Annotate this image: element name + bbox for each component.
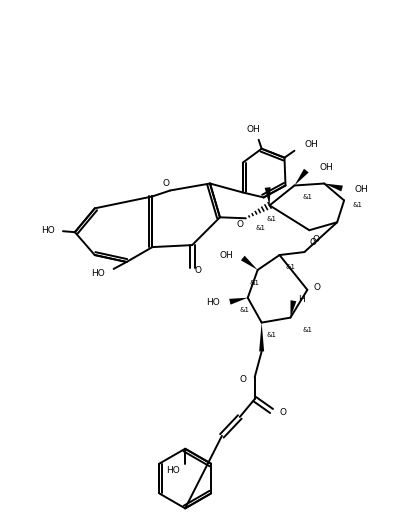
Text: &1: &1 xyxy=(285,264,295,270)
Text: O: O xyxy=(240,374,247,384)
Text: O: O xyxy=(279,408,287,417)
Polygon shape xyxy=(229,298,248,304)
Text: &1: &1 xyxy=(266,332,277,337)
Polygon shape xyxy=(324,184,343,191)
Text: &1: &1 xyxy=(303,195,313,200)
Text: OH: OH xyxy=(354,185,368,194)
Text: HO: HO xyxy=(41,226,55,235)
Text: OH: OH xyxy=(247,125,261,134)
Text: &1: &1 xyxy=(352,202,362,208)
Text: OH: OH xyxy=(304,140,318,149)
Polygon shape xyxy=(241,256,258,270)
Text: H: H xyxy=(298,295,305,304)
Text: O: O xyxy=(194,266,201,276)
Text: O: O xyxy=(309,238,316,247)
Text: &1: &1 xyxy=(240,306,250,313)
Text: HO: HO xyxy=(166,466,180,475)
Polygon shape xyxy=(265,187,271,206)
Text: HO: HO xyxy=(91,269,105,278)
Polygon shape xyxy=(290,300,296,317)
Text: O: O xyxy=(162,179,169,188)
Text: O: O xyxy=(237,220,244,229)
Text: OH: OH xyxy=(319,163,333,172)
Text: O: O xyxy=(312,235,319,244)
Text: &1: &1 xyxy=(250,280,260,286)
Text: OH: OH xyxy=(219,251,233,259)
Polygon shape xyxy=(259,323,264,351)
Text: &1: &1 xyxy=(266,217,277,222)
Text: &1: &1 xyxy=(256,225,266,231)
Text: &1: &1 xyxy=(303,326,313,333)
Text: O: O xyxy=(313,283,320,292)
Polygon shape xyxy=(295,169,309,186)
Text: HO: HO xyxy=(206,298,220,307)
